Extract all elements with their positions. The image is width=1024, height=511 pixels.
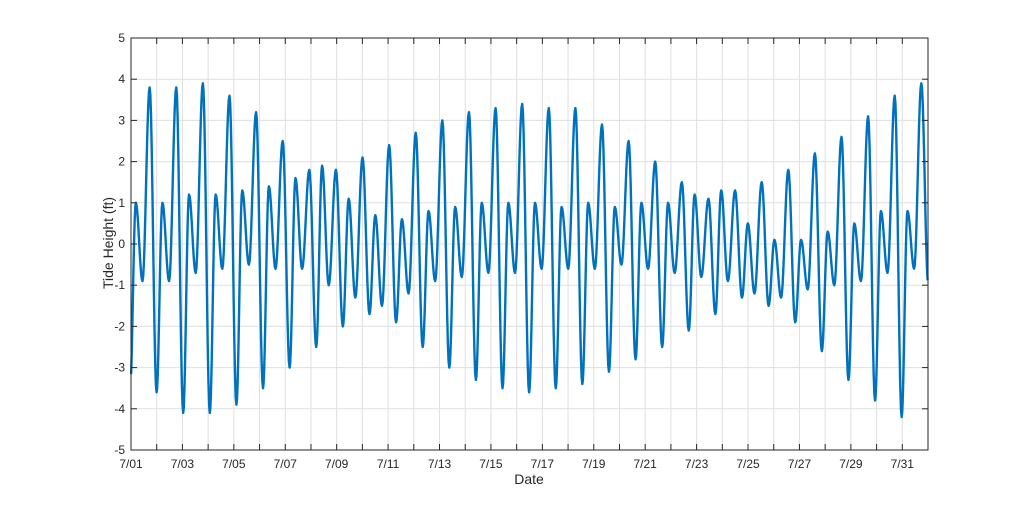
x-tick-label: 7/21 — [634, 457, 658, 471]
axes — [130, 37, 929, 451]
y-tick-label: 2 — [118, 155, 125, 169]
x-tick-label: 7/15 — [479, 457, 503, 471]
x-tick-label: 7/13 — [428, 457, 452, 471]
x-tick-label: 7/09 — [325, 457, 349, 471]
axes-box — [130, 37, 929, 451]
x-tick-label: 7/23 — [685, 457, 709, 471]
tick-labels: -5 -4 -3 -2 -1 0 1 2 3 4 5 7/01 7/03 7/05 7/07 7/09 7/11… — [114, 31, 914, 471]
x-tick-label: 7/29 — [839, 457, 863, 471]
x-tick-label: 7/31 — [891, 457, 915, 471]
x-tick-label: 7/27 — [788, 457, 812, 471]
x-axis-label: Date — [514, 471, 544, 487]
x-tick-label: 7/01 — [119, 457, 143, 471]
tide-height-line — [129, 82, 929, 419]
x-tick-label: 7/07 — [274, 457, 298, 471]
y-tick-label: -2 — [114, 319, 125, 333]
x-tick-label: 7/03 — [171, 457, 195, 471]
y-tick-label: 4 — [118, 72, 125, 86]
x-tick-label: 7/11 — [377, 457, 400, 471]
x-tick-label: 7/05 — [222, 457, 246, 471]
y-tick-label: -4 — [114, 402, 125, 416]
series-layer — [129, 82, 929, 419]
y-tick-label: 0 — [118, 237, 125, 251]
x-tick-label: 7/17 — [531, 457, 555, 471]
y-tick-label: 1 — [118, 196, 125, 210]
y-tick-label: 3 — [118, 113, 125, 127]
y-tick-label: -5 — [114, 443, 125, 457]
y-tick-label: -1 — [114, 278, 125, 292]
y-tick-label: 5 — [118, 31, 125, 45]
y-tick-label: -3 — [114, 361, 125, 375]
x-tick-label: 7/19 — [582, 457, 606, 471]
x-tick-label: 7/25 — [736, 457, 760, 471]
y-axis-label: Tide Height (ft) — [100, 197, 116, 289]
